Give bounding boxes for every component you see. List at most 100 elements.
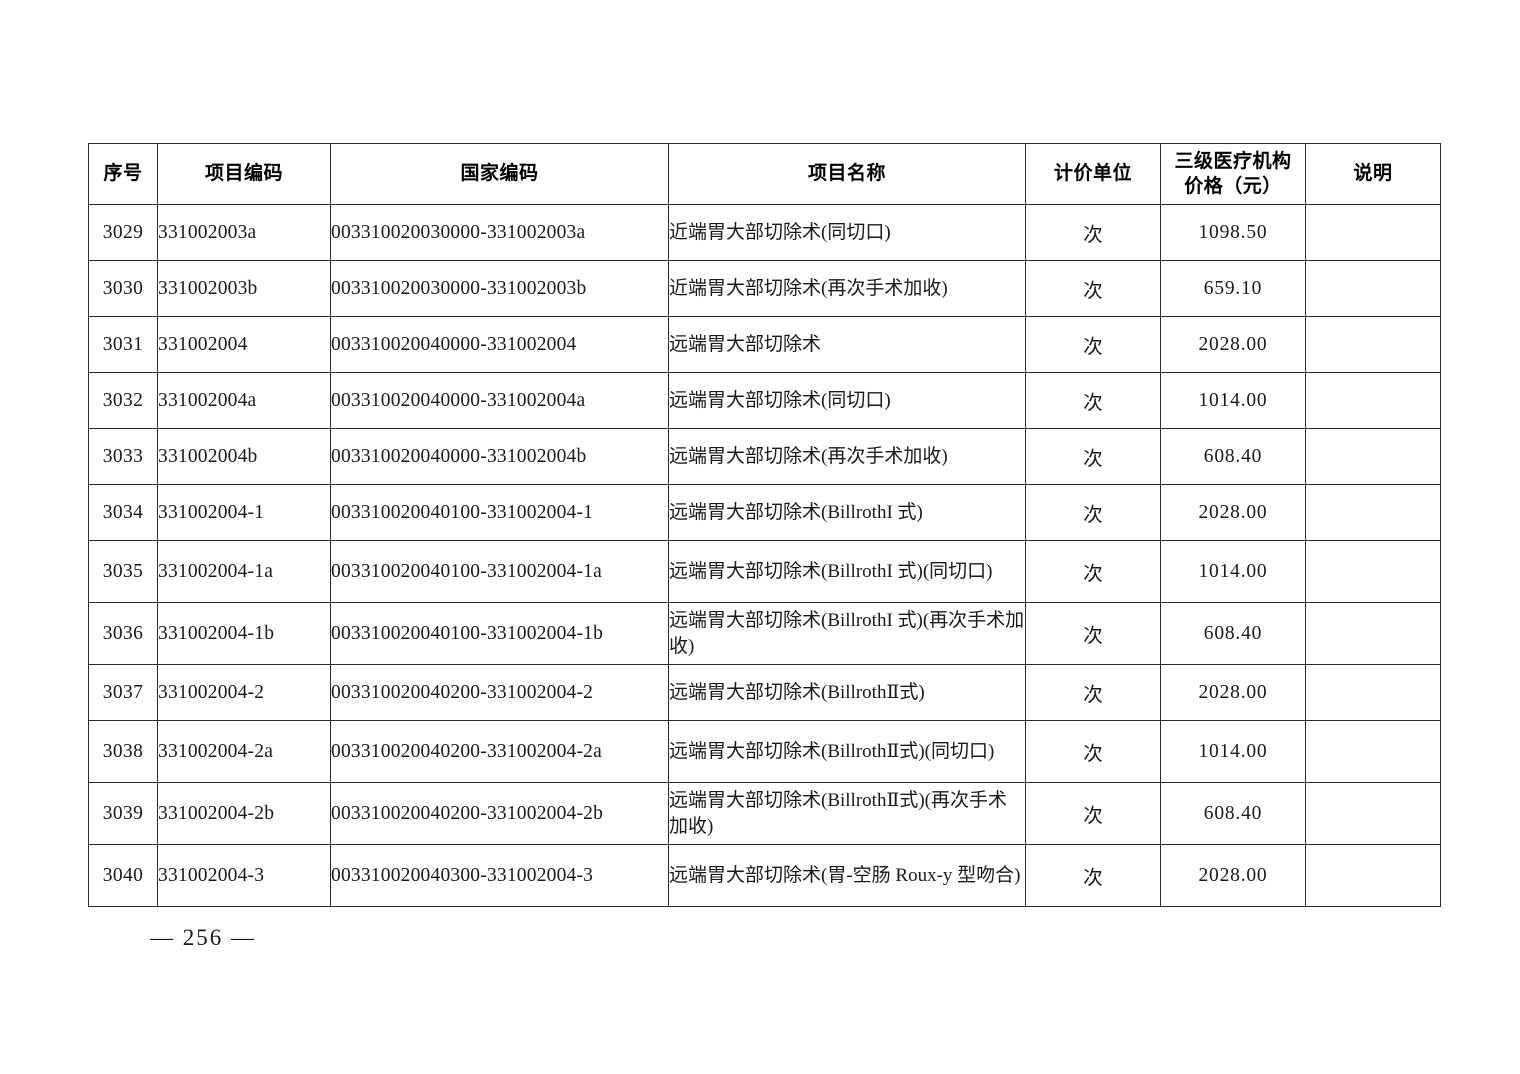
cell-item-code: 331002004-2b	[157, 782, 331, 845]
cell-unit: 次	[1025, 664, 1161, 721]
cell-national-code: 003310020040300-331002004-3	[330, 844, 669, 907]
header-national-code: 国家编码	[330, 143, 669, 205]
cell-unit: 次	[1025, 204, 1161, 261]
cell-national-code: 003310020040000-331002004a	[330, 372, 669, 429]
header-price: 三级医疗机构 价格（元）	[1160, 143, 1306, 205]
cell-item-code: 331002004b	[157, 428, 331, 485]
cell-unit: 次	[1025, 782, 1161, 845]
cell-unit: 次	[1025, 540, 1161, 603]
cell-sequence-number: 3029	[88, 204, 158, 261]
cell-price: 608.40	[1160, 782, 1306, 845]
cell-sequence-number: 3033	[88, 428, 158, 485]
cell-note	[1305, 316, 1441, 373]
cell-note	[1305, 720, 1441, 783]
cell-price: 2028.00	[1160, 844, 1306, 907]
cell-unit: 次	[1025, 316, 1161, 373]
cell-item-name: 近端胃大部切除术(同切口)	[668, 204, 1026, 261]
cell-note	[1305, 602, 1441, 665]
table-row: 3032 331002004a 003310020040000-331002004a…	[88, 372, 1441, 429]
table-row: 3029 331002003a 003310020030000-331002003a…	[88, 204, 1441, 261]
table-row: 3033 331002004b 003310020040000-331002004b…	[88, 428, 1441, 485]
table-row: 3036 331002004-1b 003310020040100-33100200…	[88, 602, 1441, 665]
cell-unit: 次	[1025, 428, 1161, 485]
cell-note	[1305, 204, 1441, 261]
cell-item-name: 近端胃大部切除术(再次手术加收)	[668, 260, 1026, 317]
cell-item-code: 331002004-1b	[157, 602, 331, 665]
cell-item-code: 331002004-3	[157, 844, 331, 907]
table-row: 3037 331002004-2 003310020040200-331002004…	[88, 664, 1441, 721]
cell-note	[1305, 664, 1441, 721]
cell-price: 1098.50	[1160, 204, 1306, 261]
cell-note	[1305, 484, 1441, 541]
cell-sequence-number: 3034	[88, 484, 158, 541]
cell-item-code: 331002004-1	[157, 484, 331, 541]
cell-item-code: 331002004	[157, 316, 331, 373]
cell-note	[1305, 372, 1441, 429]
cell-national-code: 003310020030000-331002003a	[330, 204, 669, 261]
cell-national-code: 003310020040100-331002004-1a	[330, 540, 669, 603]
cell-price: 1014.00	[1160, 720, 1306, 783]
cell-item-name: 远端胃大部切除术(BillrothI 式)	[668, 484, 1026, 541]
cell-price: 1014.00	[1160, 372, 1306, 429]
cell-national-code: 003310020040100-331002004-1b	[330, 602, 669, 665]
header-item-code: 项目编码	[157, 143, 331, 205]
table-header: 序号 项目编码 国家编码 项目名称 计价单位 三级医疗机构 价格（元） 说明	[88, 143, 1441, 205]
cell-note	[1305, 844, 1441, 907]
cell-national-code: 003310020040200-331002004-2	[330, 664, 669, 721]
table-row: 3035 331002004-1a 003310020040100-33100200…	[88, 540, 1441, 603]
cell-item-name: 远端胃大部切除术(BillrothI 式)(同切口)	[668, 540, 1026, 603]
cell-sequence-number: 3040	[88, 844, 158, 907]
cell-national-code: 003310020030000-331002003b	[330, 260, 669, 317]
cell-unit: 次	[1025, 844, 1161, 907]
cell-national-code: 003310020040200-331002004-2a	[330, 720, 669, 783]
cell-note	[1305, 782, 1441, 845]
cell-sequence-number: 3030	[88, 260, 158, 317]
cell-note	[1305, 428, 1441, 485]
cell-national-code: 003310020040000-331002004b	[330, 428, 669, 485]
cell-item-code: 331002003b	[157, 260, 331, 317]
cell-item-code: 331002004a	[157, 372, 331, 429]
cell-sequence-number: 3037	[88, 664, 158, 721]
cell-price: 1014.00	[1160, 540, 1306, 603]
cell-sequence-number: 3035	[88, 540, 158, 603]
cell-unit: 次	[1025, 372, 1161, 429]
cell-unit: 次	[1025, 484, 1161, 541]
table-row: 3030 331002003b 003310020030000-331002003b…	[88, 260, 1441, 317]
table-body: 3029 331002003a 003310020030000-331002003a…	[88, 204, 1441, 907]
cell-item-code: 331002004-2	[157, 664, 331, 721]
header-seq: 序号	[88, 143, 158, 205]
cell-price: 608.40	[1160, 602, 1306, 665]
cell-price: 659.10	[1160, 260, 1306, 317]
medical-price-table: 序号 项目编码 国家编码 项目名称 计价单位 三级医疗机构 价格（元） 说明 3…	[88, 143, 1441, 907]
table-row: 3039 331002004-2b 003310020040200-33100200…	[88, 782, 1441, 845]
cell-sequence-number: 3031	[88, 316, 158, 373]
cell-unit: 次	[1025, 720, 1161, 783]
cell-sequence-number: 3039	[88, 782, 158, 845]
cell-price: 2028.00	[1160, 484, 1306, 541]
cell-item-name: 远端胃大部切除术(胃-空肠 Roux-y 型吻合)	[668, 844, 1026, 907]
cell-item-code: 331002003a	[157, 204, 331, 261]
table-row: 3034 331002004-1 003310020040100-331002004…	[88, 484, 1441, 541]
cell-item-name: 远端胃大部切除术(BillrothⅡ式)	[668, 664, 1026, 721]
cell-item-name: 远端胃大部切除术(BillrothⅡ式)(同切口)	[668, 720, 1026, 783]
cell-note	[1305, 540, 1441, 603]
cell-item-name: 远端胃大部切除术(BillrothI 式)(再次手术加收)	[668, 602, 1026, 665]
header-row: 序号 项目编码 国家编码 项目名称 计价单位 三级医疗机构 价格（元） 说明	[88, 143, 1441, 205]
cell-item-name: 远端胃大部切除术(BillrothⅡ式)(再次手术加收)	[668, 782, 1026, 845]
cell-sequence-number: 3038	[88, 720, 158, 783]
cell-item-code: 331002004-1a	[157, 540, 331, 603]
cell-item-name: 远端胃大部切除术	[668, 316, 1026, 373]
header-unit: 计价单位	[1025, 143, 1161, 205]
header-price-line1: 三级医疗机构	[1174, 151, 1292, 172]
cell-national-code: 003310020040100-331002004-1	[330, 484, 669, 541]
cell-sequence-number: 3036	[88, 602, 158, 665]
cell-national-code: 003310020040000-331002004	[330, 316, 669, 373]
cell-national-code: 003310020040200-331002004-2b	[330, 782, 669, 845]
cell-price: 2028.00	[1160, 316, 1306, 373]
cell-item-name: 远端胃大部切除术(同切口)	[668, 372, 1026, 429]
cell-item-name: 远端胃大部切除术(再次手术加收)	[668, 428, 1026, 485]
header-price-line2: 价格（元）	[1184, 176, 1282, 197]
table-row: 3038 331002004-2a 003310020040200-33100200…	[88, 720, 1441, 783]
table-row: 3040 331002004-3 003310020040300-331002004…	[88, 844, 1441, 907]
